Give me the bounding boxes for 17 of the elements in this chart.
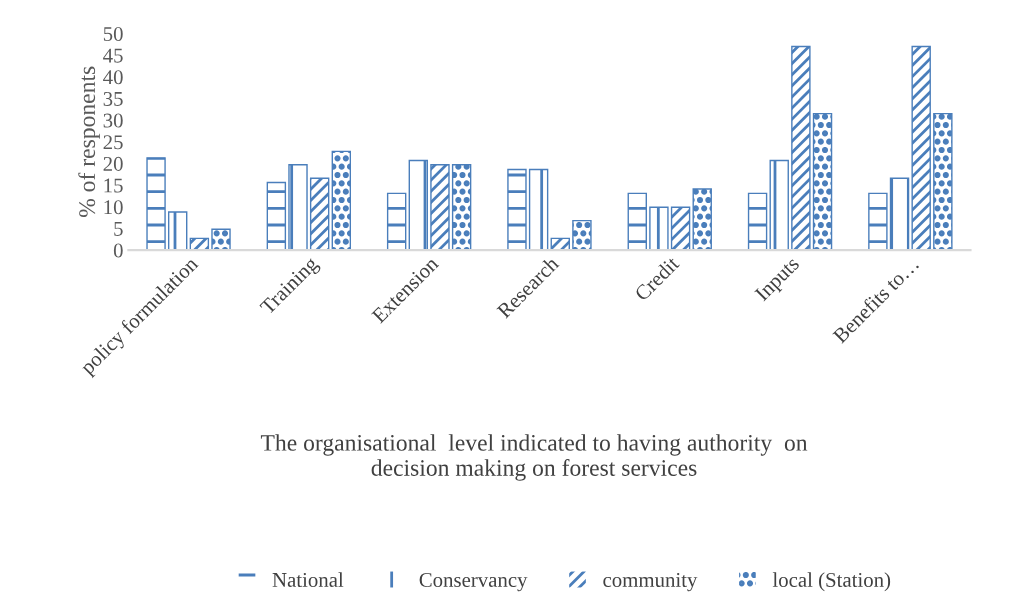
legend-label: local (Station)	[772, 572, 891, 592]
legend-label: community	[603, 572, 698, 592]
legend-label: Conservancy	[419, 572, 528, 592]
y-tick-label: 40	[103, 70, 123, 85]
y-tick-label: 5	[114, 222, 123, 236]
y-tick-label: 15	[104, 178, 123, 193]
x-axis-title: The organisational level indicated to having authority on decision making on forest services	[260, 434, 808, 481]
y-tick-label: 25	[103, 135, 123, 150]
y-tick-label: 50	[103, 26, 123, 41]
y-tick-label: 0	[113, 243, 123, 258]
legend-label: National	[272, 572, 344, 587]
y-tick-label: 35	[103, 91, 123, 106]
y-tick-label: 30	[103, 113, 123, 128]
y-axis-title: % of responents	[78, 66, 100, 218]
y-tick-label: 10	[104, 200, 123, 215]
y-tick-label: 45	[103, 48, 123, 63]
y-tick-label: 20	[103, 156, 123, 171]
